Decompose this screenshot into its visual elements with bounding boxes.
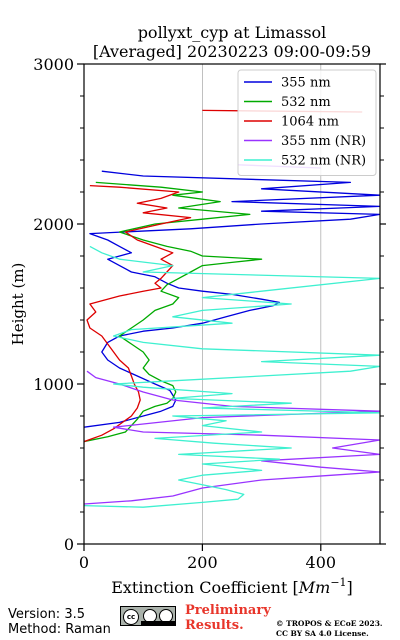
legend-label-3: 355 nm (NR) xyxy=(281,134,366,149)
cc-license-icon: cc xyxy=(120,606,176,626)
copyright-line-2: CC BY SA 4.0 License. xyxy=(276,629,369,638)
axes: 0 1000 2000 3000 0 200 400 xyxy=(33,55,386,572)
series-line-1 xyxy=(84,181,263,443)
y-tick-label-0: 0 xyxy=(64,535,74,554)
copyright-line-1: © TROPOS & ECoE 2023. xyxy=(276,619,383,628)
y-tick-label-1: 1000 xyxy=(33,375,74,394)
legend-label-4: 532 nm (NR) xyxy=(281,154,366,169)
x-tick-label-2: 400 xyxy=(306,553,337,572)
x-tick-label-1: 200 xyxy=(187,553,218,572)
series-line-2 xyxy=(84,184,192,443)
legend-label-2: 1064 nm xyxy=(281,115,339,130)
x-axis-label: Extinction Coefficient [Mm−1] xyxy=(111,576,353,597)
copyright-notice: © TROPOS & ECoE 2023. CC BY SA 4.0 Licen… xyxy=(276,619,383,639)
series-line-0 xyxy=(84,170,380,428)
version-label: Version: 3.5 xyxy=(8,607,85,622)
y-tick-label-2: 2000 xyxy=(33,215,74,234)
preliminary-line-1: Preliminary xyxy=(185,603,271,618)
chart-subtitle: [Averaged] 20230223 09:00-09:59 xyxy=(93,42,371,61)
plot-frame xyxy=(83,63,381,545)
preliminary-results-notice: Preliminary Results. xyxy=(185,603,271,633)
preliminary-line-2: Results. xyxy=(185,618,244,633)
series-line-3 xyxy=(84,370,380,505)
legend-label-1: 532 nm xyxy=(281,95,331,110)
chart-title: pollyxt_cyp at Limassol xyxy=(138,23,327,42)
series-line-4 xyxy=(84,245,380,508)
x-tick-label-0: 0 xyxy=(79,553,89,572)
legend-box xyxy=(237,69,377,176)
method-label: Method: Raman xyxy=(8,622,111,637)
legend-label-0: 355 nm xyxy=(281,76,331,91)
y-tick-label-3: 3000 xyxy=(33,55,74,74)
legend: 355 nm 532 nm 1064 nm 355 nm (NR) 532 nm (NR… xyxy=(237,69,377,176)
y-axis-label: Height (m) xyxy=(9,263,27,346)
